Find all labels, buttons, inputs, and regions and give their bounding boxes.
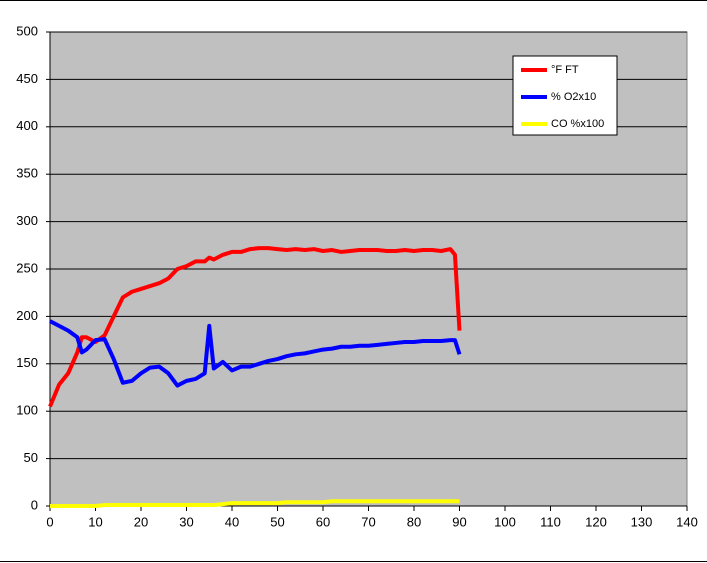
y-tick-label: 100 [16, 403, 38, 418]
y-tick-label: 200 [16, 308, 38, 323]
x-tick-label: 100 [494, 514, 516, 529]
x-tick-label: 90 [452, 514, 466, 529]
x-tick-label: 40 [225, 514, 239, 529]
y-tick-label: 0 [31, 497, 38, 512]
x-tick-label: 0 [46, 514, 53, 529]
x-tick-label: 60 [316, 514, 330, 529]
legend-label: °F FT [551, 64, 579, 76]
y-tick-label: 50 [24, 450, 38, 465]
series-line [49, 319, 462, 388]
x-tick-label: 10 [88, 514, 102, 529]
y-tick-label: 250 [16, 260, 38, 275]
y-tick-label: 450 [16, 71, 38, 86]
series-line [48, 246, 462, 408]
y-tick-label: 350 [16, 166, 38, 181]
x-tick-label: 50 [270, 514, 284, 529]
x-tick-label: 130 [631, 514, 653, 529]
x-tick-label: 80 [407, 514, 421, 529]
y-tick-label: 300 [16, 213, 38, 228]
x-tick-label: 70 [361, 514, 375, 529]
y-tick-label: 150 [16, 355, 38, 370]
y-tick-label: 400 [16, 118, 38, 133]
y-tick-label: 500 [16, 23, 38, 38]
x-tick-label: 110 [540, 514, 561, 529]
x-tick-label: 30 [179, 514, 193, 529]
x-tick-label: 120 [585, 514, 607, 529]
x-tick-label: 140 [676, 514, 698, 529]
x-tick-label: 20 [134, 514, 148, 529]
legend-label: % O2x10 [551, 91, 596, 103]
series-line [50, 499, 460, 508]
legend-label: CO %x100 [551, 118, 604, 130]
